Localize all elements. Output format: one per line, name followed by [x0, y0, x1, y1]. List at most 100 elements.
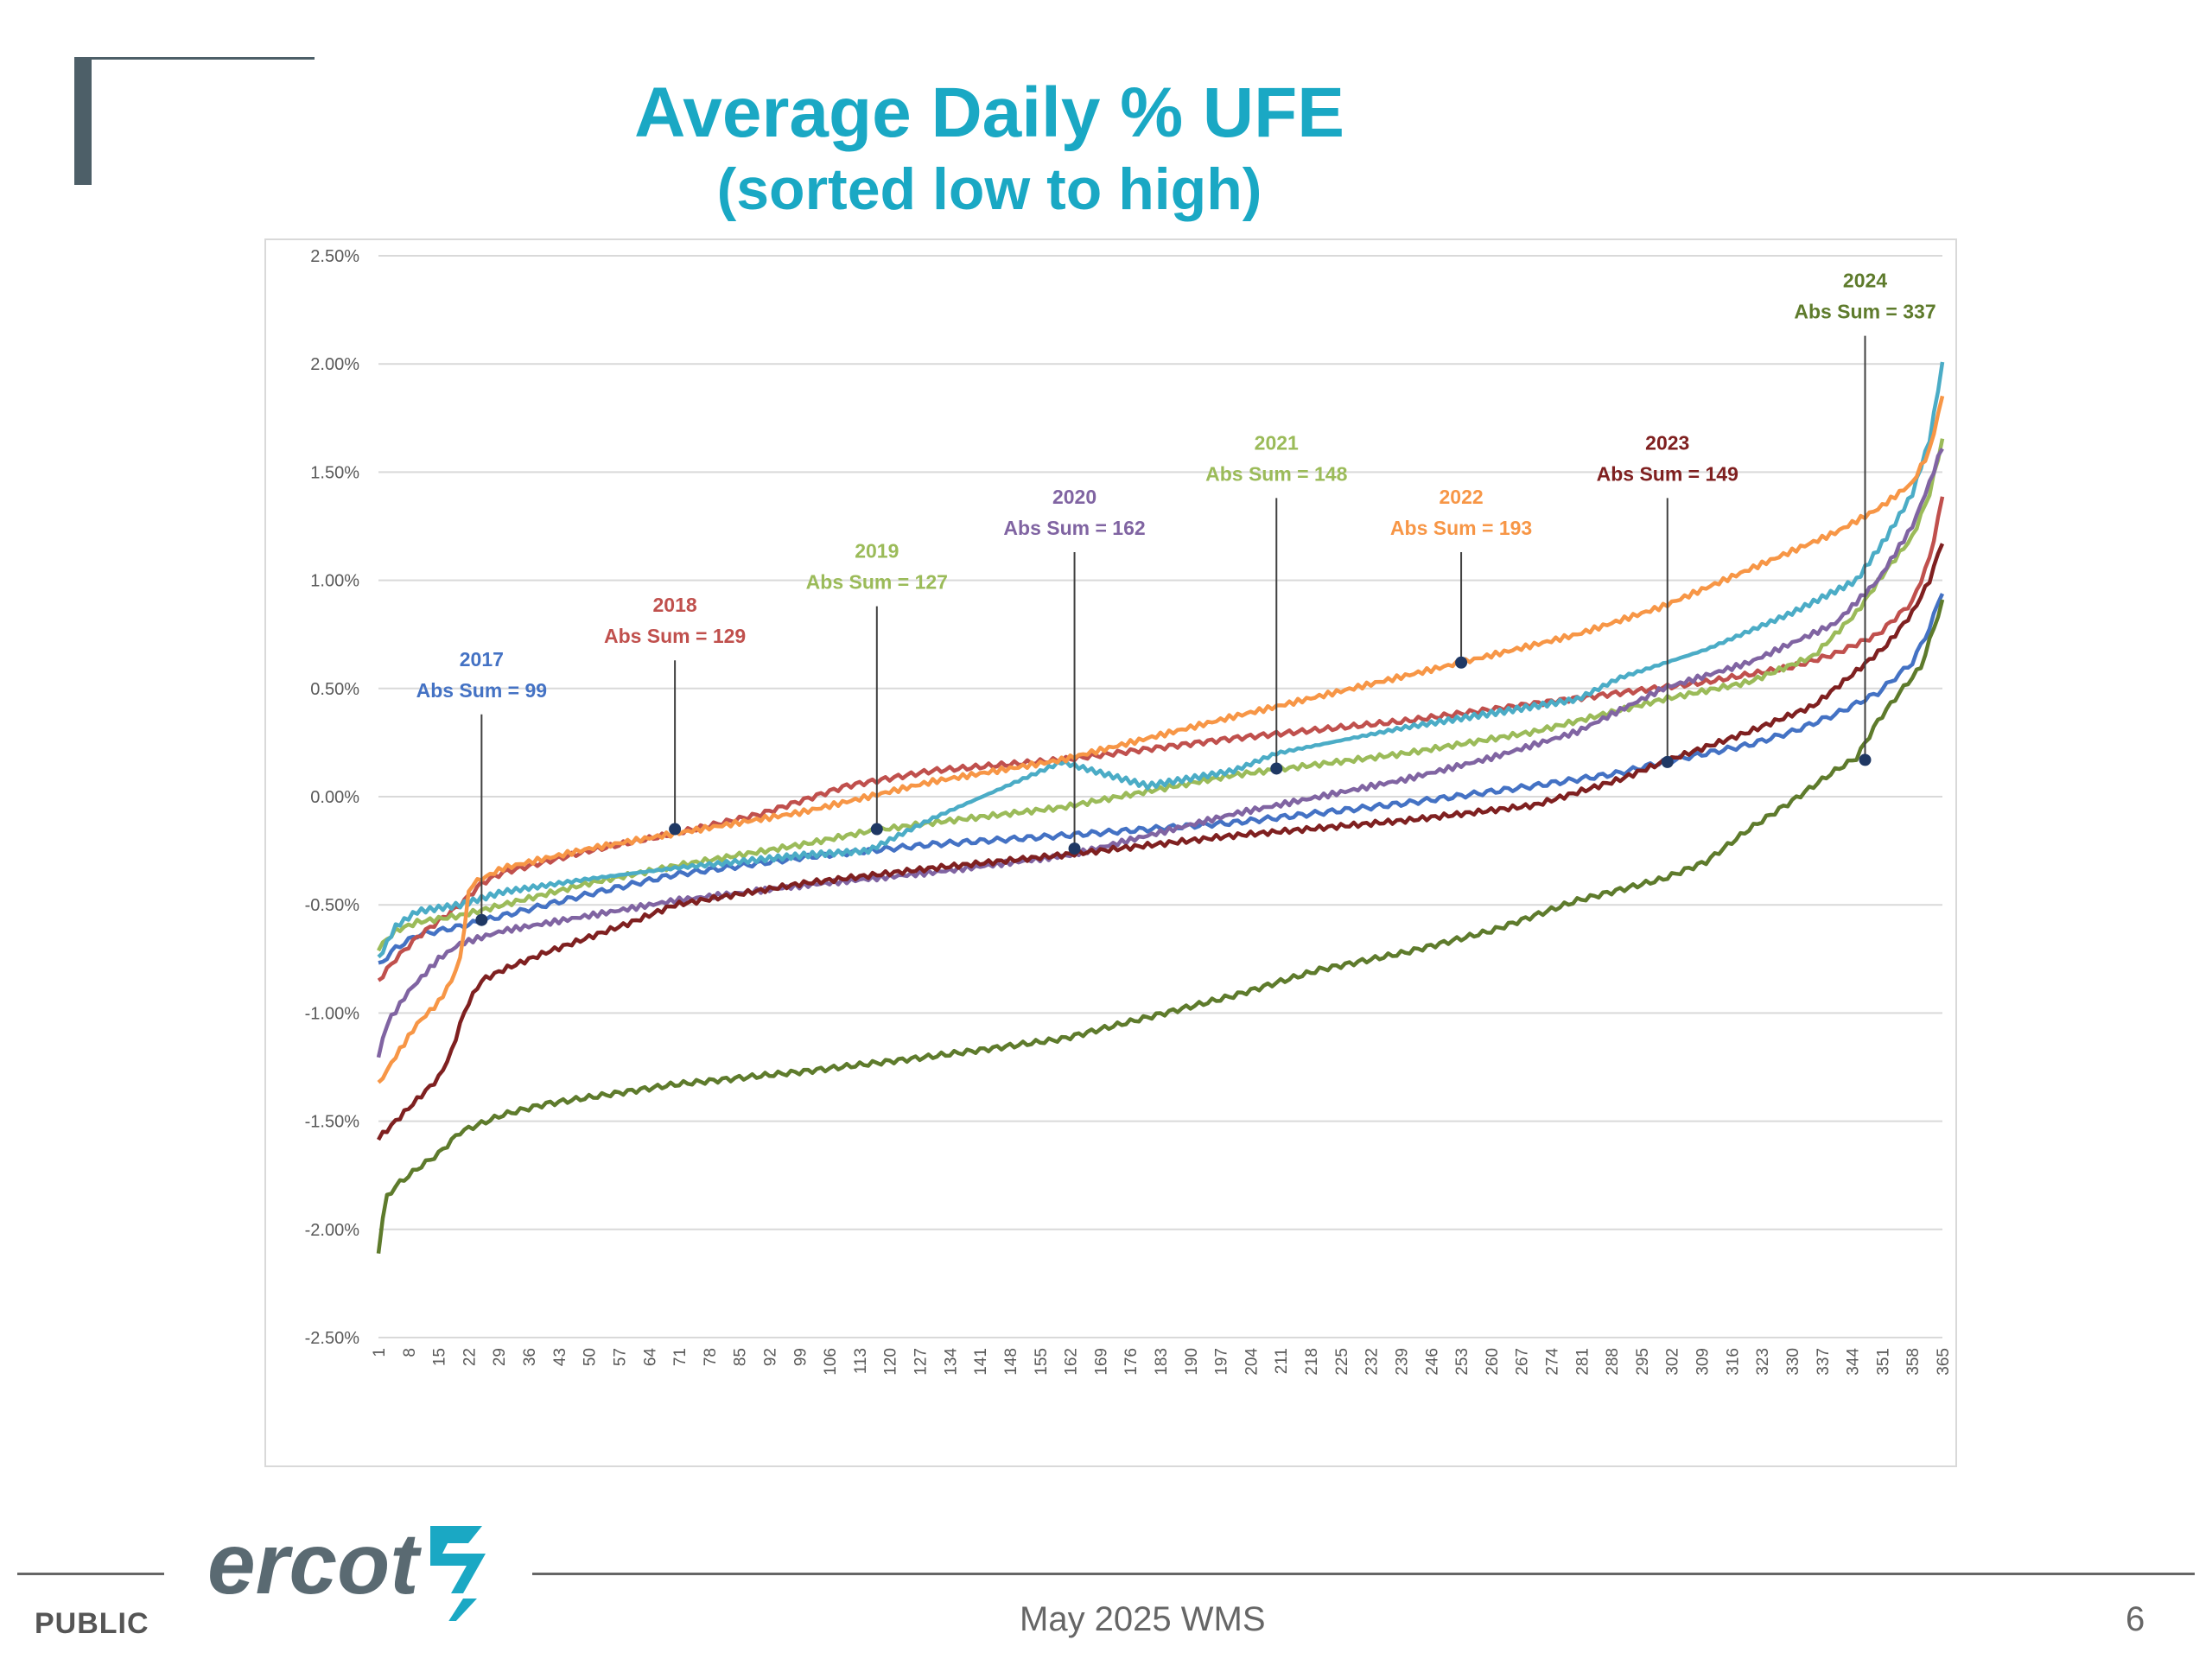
annotation-marker-2018 — [669, 823, 682, 836]
y-tick-label: -2.00% — [305, 1221, 360, 1240]
annotation-marker-2023 — [1661, 755, 1674, 768]
x-tick-label: 36 — [521, 1348, 539, 1366]
x-tick-label: 113 — [852, 1348, 870, 1374]
series-line-2022 — [377, 395, 1945, 1084]
annotation-abs-sum-2020: Abs Sum = 162 — [1003, 517, 1145, 539]
x-tick-label: 92 — [762, 1348, 780, 1366]
x-tick-label: 274 — [1544, 1348, 1562, 1376]
x-tick-label: 246 — [1423, 1348, 1441, 1376]
series-line-2023 — [377, 543, 1945, 1141]
annotation-abs-sum-2021: Abs Sum = 148 — [1205, 462, 1347, 485]
series-line-2021 — [377, 361, 1945, 959]
x-tick-label: 162 — [1063, 1348, 1081, 1376]
x-tick-label: 302 — [1664, 1348, 1682, 1376]
x-tick-label: 141 — [972, 1348, 990, 1376]
annotation-year-2019: 2019 — [855, 540, 899, 563]
x-tick-label: 211 — [1273, 1348, 1291, 1374]
annotation-marker-2024 — [1859, 753, 1872, 766]
x-tick-label: 127 — [912, 1348, 931, 1376]
x-tick-label: 365 — [1935, 1348, 1953, 1376]
annotation-abs-sum-2017: Abs Sum = 99 — [416, 679, 547, 702]
x-tick-label: 358 — [1904, 1348, 1923, 1376]
x-tick-label: 309 — [1694, 1348, 1713, 1376]
x-tick-label: 106 — [822, 1348, 840, 1376]
annotation-marker-2017 — [475, 913, 488, 926]
x-tick-label: 183 — [1153, 1348, 1171, 1376]
x-tick-label: 99 — [791, 1348, 810, 1366]
x-tick-label: 43 — [551, 1348, 569, 1366]
annotation-year-2023: 2023 — [1645, 431, 1689, 454]
annotation-abs-sum-2023: Abs Sum = 149 — [1597, 462, 1738, 485]
x-tick-label: 330 — [1784, 1348, 1802, 1376]
y-tick-label: -1.50% — [305, 1113, 360, 1132]
y-tick-label: -2.50% — [305, 1329, 360, 1348]
logo-bolt-icon — [430, 1526, 486, 1593]
slide-title: Average Daily % UFE — [634, 73, 1344, 152]
x-tick-label: 253 — [1453, 1348, 1471, 1376]
series-line-2019 — [377, 438, 1945, 952]
y-tick-label: -0.50% — [305, 896, 360, 915]
x-tick-label: 169 — [1092, 1348, 1110, 1376]
x-tick-label: 64 — [641, 1348, 659, 1367]
y-tick-label: 2.00% — [310, 355, 359, 374]
x-tick-label: 57 — [611, 1348, 629, 1366]
y-tick-label: 1.50% — [310, 463, 359, 482]
series-line-2024 — [376, 599, 1945, 1254]
annotation-year-2024: 2024 — [1843, 270, 1887, 292]
x-tick-label: 204 — [1243, 1348, 1261, 1376]
x-tick-label: 29 — [491, 1348, 509, 1366]
chart-frame: 2.50% 2.00% 1.50% 1.00% 0.50% 0.00% -0.50% -1.0… — [264, 238, 1957, 1467]
x-tick-label: 85 — [732, 1348, 750, 1366]
footer-rule-left — [17, 1573, 164, 1575]
x-tick-label: 8 — [401, 1348, 419, 1357]
logo-wordmark: ercot — [207, 1516, 422, 1612]
x-tick-label: 288 — [1604, 1348, 1622, 1376]
annotation-abs-sum-2019: Abs Sum = 127 — [806, 571, 948, 594]
x-tick-label: 22 — [461, 1348, 479, 1366]
x-tick-label: 267 — [1514, 1348, 1532, 1376]
x-tick-label: 50 — [582, 1348, 600, 1366]
y-tick-label: 2.50% — [310, 247, 359, 266]
ercot-logo: ercot — [207, 1516, 486, 1621]
x-tick-label: 148 — [1002, 1348, 1020, 1376]
annotation-year-2022: 2022 — [1439, 486, 1483, 508]
annotation-abs-sum-2024: Abs Sum = 337 — [1794, 301, 1936, 323]
annotation-year-2018: 2018 — [653, 594, 697, 616]
page-number: 6 — [2126, 1600, 2145, 1638]
x-tick-label: 1 — [371, 1348, 389, 1357]
x-tick-label: 316 — [1724, 1348, 1742, 1376]
x-tick-label: 176 — [1122, 1348, 1141, 1376]
x-tick-label: 71 — [671, 1348, 690, 1366]
x-tick-label: 232 — [1363, 1348, 1382, 1376]
y-tick-label: 1.00% — [310, 572, 359, 591]
corner-bracket-top — [74, 57, 315, 60]
x-tick-label: 218 — [1303, 1348, 1321, 1376]
x-tick-label: 281 — [1573, 1348, 1592, 1376]
annotation-abs-sum-2022: Abs Sum = 193 — [1390, 517, 1532, 539]
annotation-year-2021: 2021 — [1255, 431, 1299, 454]
y-tick-label: -1.00% — [305, 1004, 360, 1023]
x-tick-label: 239 — [1393, 1348, 1411, 1376]
annotation-year-2020: 2020 — [1052, 486, 1096, 508]
x-tick-label: 323 — [1754, 1348, 1772, 1376]
classification-label: PUBLIC — [35, 1607, 149, 1640]
x-tick-label: 78 — [702, 1348, 720, 1366]
annotation-marker-2021 — [1270, 762, 1283, 775]
y-tick-label: 0.00% — [310, 788, 359, 807]
x-tick-label: 197 — [1213, 1348, 1231, 1376]
annotation-marker-2019 — [870, 823, 883, 836]
x-tick-label: 295 — [1634, 1348, 1652, 1376]
x-tick-label: 190 — [1183, 1348, 1201, 1376]
footer-rule-right — [532, 1573, 2195, 1575]
series-line-2020 — [376, 448, 1944, 1058]
x-tick-label: 155 — [1033, 1348, 1051, 1376]
footer-meeting: May 2025 WMS — [1020, 1600, 1266, 1638]
x-tick-label: 351 — [1874, 1348, 1892, 1376]
annotation-marker-2020 — [1068, 842, 1081, 855]
annotation-abs-sum-2018: Abs Sum = 129 — [604, 625, 746, 647]
corner-bracket-left — [74, 57, 92, 185]
logo-bolt-tail-icon — [448, 1599, 477, 1621]
x-tick-label: 120 — [882, 1348, 900, 1376]
x-tick-label: 337 — [1815, 1348, 1833, 1376]
x-tick-label: 225 — [1333, 1348, 1351, 1376]
